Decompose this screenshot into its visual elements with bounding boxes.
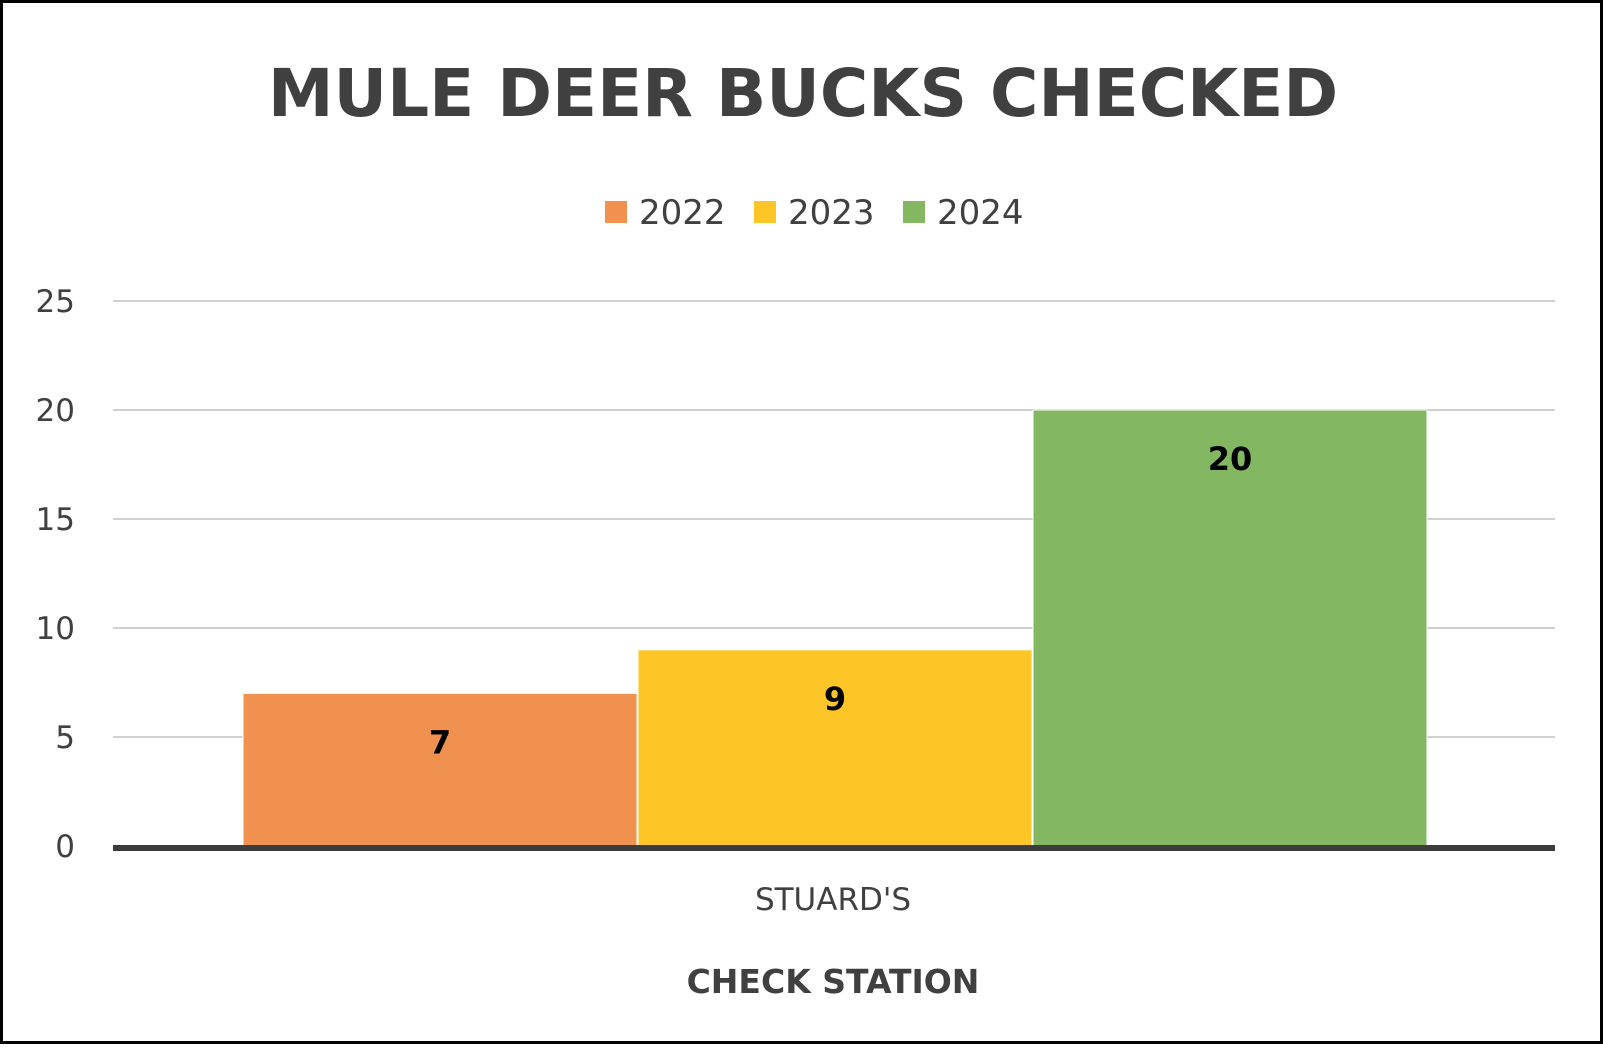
y-tick-label: 15	[36, 502, 75, 538]
legend-swatch	[903, 201, 925, 223]
data-label-2023: 9	[824, 680, 846, 718]
data-label-2022: 7	[429, 723, 451, 761]
legend-item-2022: 2022	[605, 193, 726, 233]
y-tick-label: 0	[55, 829, 75, 865]
chart-title: MULE DEER BUCKS CHECKED	[268, 55, 1338, 132]
legend-label: 2022	[639, 193, 726, 233]
y-tick-label: 20	[36, 393, 75, 429]
y-tick-label: 5	[55, 720, 75, 756]
bar-2022	[242, 692, 638, 847]
legend-item-2023: 2023	[754, 193, 875, 233]
x-category-label: STUARD'S	[755, 882, 911, 918]
y-tick-label: 25	[36, 284, 75, 320]
legend-label: 2024	[937, 193, 1024, 233]
bar-2024	[1032, 409, 1428, 847]
legend: 2022 2023 2024	[605, 193, 1024, 233]
x-axis-categories: STUARD'S	[755, 882, 911, 918]
legend-item-2024: 2024	[903, 193, 1024, 233]
data-label-2024: 20	[1208, 440, 1253, 478]
bar-chart: MULE DEER BUCKS CHECKED 2022 2023 2024 0 5 1…	[36, 55, 1555, 1001]
bars	[242, 409, 1428, 847]
data-labels: 7 9 20	[429, 440, 1252, 761]
bar-2023	[637, 649, 1033, 847]
y-tick-label: 10	[36, 611, 75, 647]
legend-swatch	[605, 201, 627, 223]
legend-swatch	[754, 201, 776, 223]
legend-label: 2023	[788, 193, 875, 233]
x-axis-title: CHECK STATION	[687, 962, 980, 1001]
y-axis-ticks: 0 5 10 15 20 25	[36, 284, 75, 865]
